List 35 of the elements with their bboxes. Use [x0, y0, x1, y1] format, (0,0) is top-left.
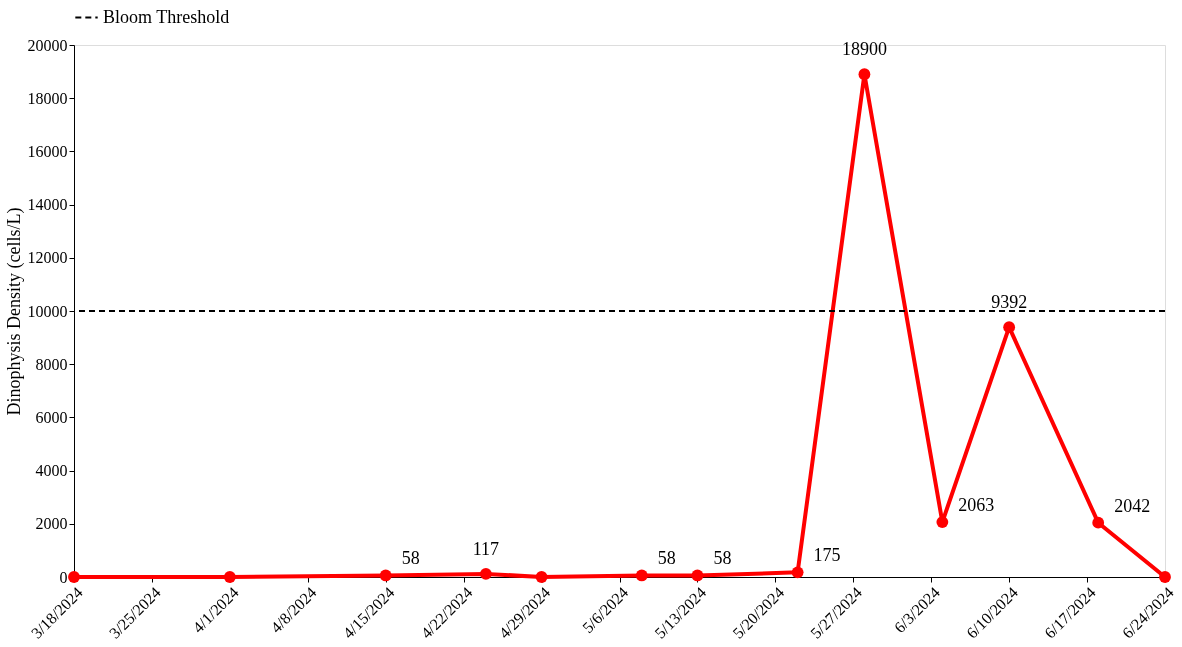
point [791, 566, 804, 579]
y-tick-label: 14000 [27, 196, 68, 214]
point [479, 567, 492, 580]
point [1159, 571, 1171, 583]
data-label: 9392 [991, 292, 1028, 313]
point [223, 571, 236, 583]
data-label: 58 [713, 548, 732, 569]
data-label: 58 [657, 548, 676, 569]
point [936, 516, 949, 529]
point [68, 571, 80, 583]
y-tick-label: 16000 [27, 142, 68, 160]
y-tick-label: 2000 [35, 515, 68, 533]
point [635, 569, 648, 582]
y-tick-label: 10000 [27, 302, 68, 320]
data-label: 18900 [841, 39, 887, 60]
point [535, 571, 548, 583]
legend-label: Bloom Threshold [103, 6, 230, 27]
data-label: 117 [472, 538, 500, 559]
data-label: 2042 [1114, 495, 1151, 516]
point [379, 569, 392, 582]
y-tick-label: 20000 [27, 36, 68, 54]
point [691, 569, 704, 582]
y-tick-label: 8000 [35, 355, 68, 373]
point [1003, 321, 1016, 334]
y-tick-label: 18000 [27, 89, 68, 107]
y-tick-label: 4000 [35, 462, 68, 480]
point [858, 68, 871, 81]
y-axis-title: Dinophysis Density (cells/L) [3, 207, 25, 416]
y-tick-label: 6000 [35, 408, 68, 426]
point [1092, 516, 1105, 529]
y-tick-label: 12000 [27, 249, 68, 267]
data-label: 175 [813, 545, 841, 566]
y-tick-label: 0 [59, 568, 68, 586]
data-label: 2063 [958, 495, 995, 516]
data-label: 58 [401, 548, 420, 569]
